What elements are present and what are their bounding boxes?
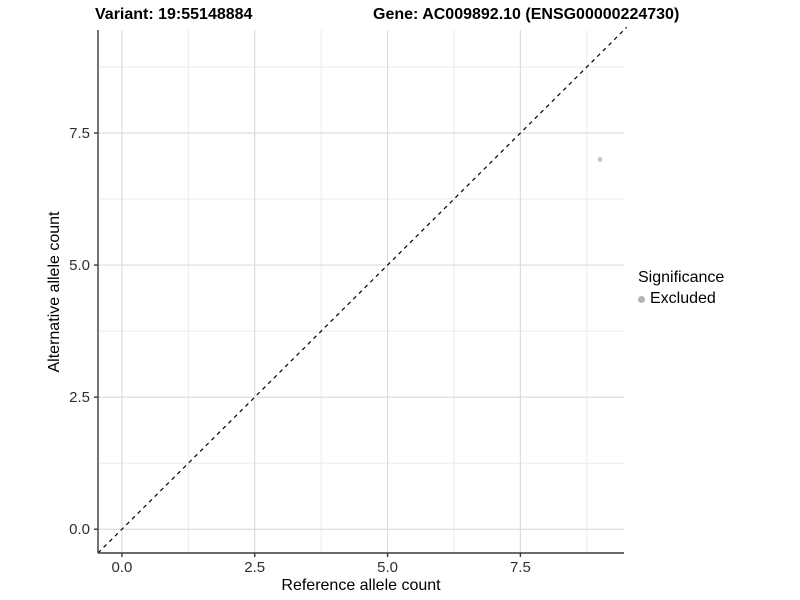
x-tick-label: 2.5 [244, 559, 265, 576]
identity-dashed-line [97, 26, 628, 554]
x-axis-label: Reference allele count [281, 577, 441, 594]
legend-entry-excluded: Excluded [638, 290, 724, 308]
y-tick-label: 7.5 [69, 125, 90, 142]
x-tick-label: 7.5 [510, 559, 531, 576]
gene-title: Gene: AC009892.10 (ENSG00000224730) [373, 6, 680, 23]
y-tick-label: 2.5 [69, 389, 90, 406]
legend-title: Significance [638, 269, 725, 286]
x-tick-label: 0.0 [111, 559, 132, 576]
y-tick-label: 0.0 [69, 521, 90, 538]
variant-title: Variant: 19:55148884 [95, 6, 253, 23]
y-axis-label: Alternative allele count [46, 211, 63, 373]
y-tick-label: 5.0 [69, 257, 90, 274]
legend-entry-label: Excluded [650, 290, 716, 307]
legend: Significance Excluded [638, 269, 724, 308]
x-tick-label: 5.0 [377, 559, 398, 576]
data-point-excluded [597, 157, 603, 162]
legend-key-dot-icon [638, 295, 645, 303]
